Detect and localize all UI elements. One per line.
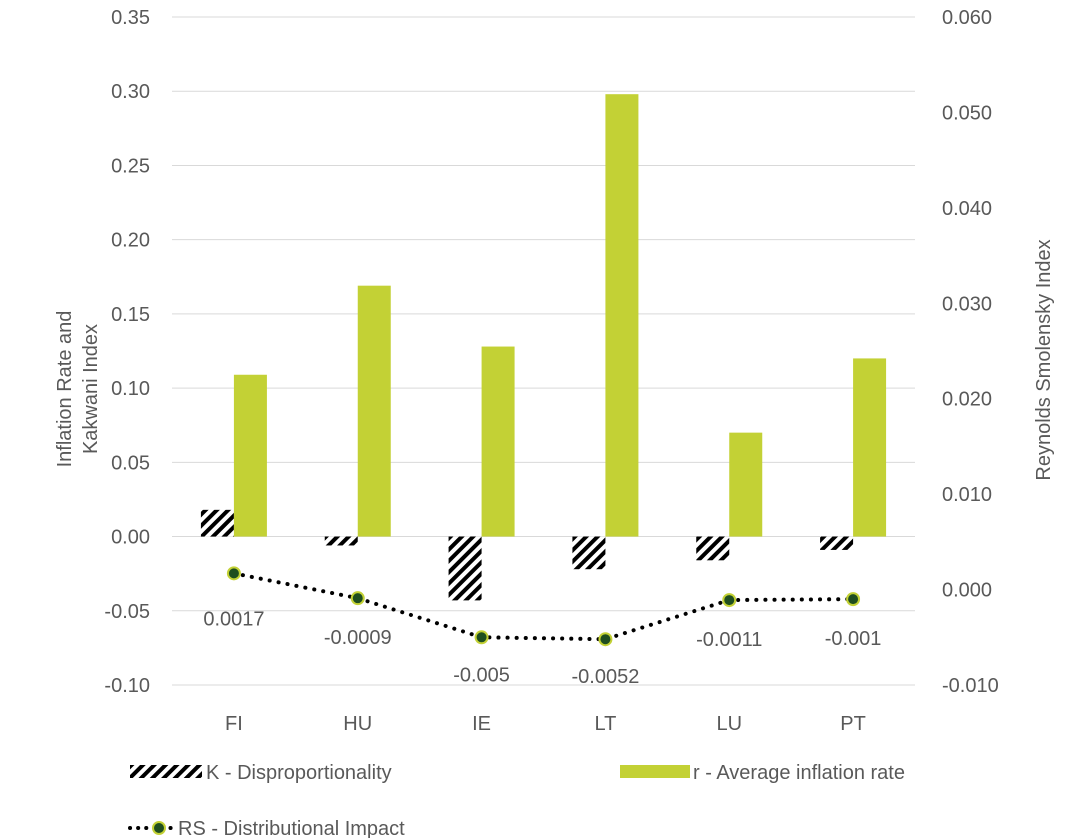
bar-r-lt bbox=[605, 94, 639, 537]
legend: K - Disproportionality r - Average infla… bbox=[128, 762, 905, 838]
legend-swatch-r bbox=[620, 765, 690, 778]
category-label-hu: HU bbox=[343, 713, 372, 735]
bar-k-lt bbox=[572, 536, 606, 570]
rs-point-fi bbox=[226, 566, 241, 581]
legend-item-rs[interactable]: RS - Distributional Impact bbox=[128, 818, 405, 838]
legend-label-rs: RS - Distributional Impact bbox=[178, 818, 405, 838]
category-labels: FI HU IE LT LU PT bbox=[225, 713, 866, 735]
bar-r-hu bbox=[357, 285, 391, 537]
left-tick-label: 0.00 bbox=[111, 527, 150, 549]
left-axis-title-line1: Inflation Rate and bbox=[54, 311, 76, 468]
bar-k-lu bbox=[696, 536, 730, 561]
legend-swatch-k bbox=[130, 765, 202, 778]
bar-r-ie bbox=[481, 346, 515, 537]
bar-r-lu bbox=[729, 432, 763, 537]
rs-data-label-lt: -0.0052 bbox=[571, 666, 639, 688]
left-tick-label: 0.15 bbox=[111, 304, 150, 326]
right-tick-label: 0.040 bbox=[942, 198, 992, 220]
left-tick-label: 0.10 bbox=[111, 378, 150, 400]
category-label-ie: IE bbox=[472, 713, 491, 735]
gridlines bbox=[172, 16, 915, 686]
left-axis-ticks: -0.10 -0.05 0.00 0.05 0.10 0.15 0.20 0.25 0.30 0.… bbox=[104, 7, 150, 697]
legend-item-k[interactable]: K - Disproportionality bbox=[130, 762, 392, 784]
right-tick-label: 0.050 bbox=[942, 102, 992, 124]
right-axis-ticks: -0.010 0.000 0.010 0.020 0.030 0.040 0.050 0.06… bbox=[942, 7, 999, 697]
rs-data-label-lu: -0.0011 bbox=[696, 629, 762, 651]
bar-k-hu bbox=[324, 536, 358, 546]
right-tick-label: 0.030 bbox=[942, 293, 992, 315]
rs-point-hu bbox=[350, 591, 365, 606]
rs-point-lt bbox=[598, 632, 613, 647]
category-label-lt: LT bbox=[594, 713, 616, 735]
rs-data-label-pt: -0.001 bbox=[825, 628, 882, 650]
left-tick-label: 0.05 bbox=[111, 452, 150, 474]
rs-data-label-hu: -0.0009 bbox=[324, 627, 392, 649]
right-tick-label: -0.010 bbox=[942, 675, 999, 697]
left-axis-title: Inflation Rate and Kakwani Index bbox=[54, 311, 102, 468]
right-axis-title-text: Reynolds Smolensky Index bbox=[1033, 239, 1055, 480]
category-label-lu: LU bbox=[716, 713, 742, 735]
bar-r-fi bbox=[233, 374, 267, 537]
right-axis-title: Reynolds Smolensky Index bbox=[1033, 239, 1055, 480]
left-tick-label: 0.30 bbox=[111, 81, 150, 103]
right-tick-label: 0.000 bbox=[942, 580, 992, 602]
bar-r-pt bbox=[853, 358, 887, 537]
left-axis-title-line2: Kakwani Index bbox=[80, 324, 102, 454]
bar-k-fi bbox=[200, 509, 234, 537]
rs-point-lu bbox=[722, 593, 737, 608]
rs-data-labels: 0.0017 -0.0009 -0.005 -0.0052 -0.0011 -0.001 bbox=[203, 608, 881, 688]
category-label-pt: PT bbox=[840, 713, 866, 735]
rs-point-ie bbox=[474, 630, 489, 645]
bar-k-pt bbox=[820, 536, 854, 550]
rs-line bbox=[226, 566, 861, 647]
right-tick-label: 0.060 bbox=[942, 7, 992, 29]
left-tick-label: 0.35 bbox=[111, 7, 150, 29]
left-tick-label: 0.20 bbox=[111, 230, 150, 252]
left-tick-label: -0.05 bbox=[104, 601, 150, 623]
rs-point-pt bbox=[846, 592, 861, 607]
bars bbox=[200, 94, 887, 601]
legend-label-k: K - Disproportionality bbox=[206, 762, 392, 784]
legend-marker-rs bbox=[152, 821, 166, 835]
legend-item-r[interactable]: r - Average inflation rate bbox=[620, 762, 905, 784]
legend-label-r: r - Average inflation rate bbox=[693, 762, 905, 784]
left-tick-label: 0.25 bbox=[111, 155, 150, 177]
right-tick-label: 0.020 bbox=[942, 389, 992, 411]
category-label-fi: FI bbox=[225, 713, 243, 735]
rs-data-label-fi: 0.0017 bbox=[203, 608, 264, 630]
rs-data-label-ie: -0.005 bbox=[453, 664, 510, 686]
rs-line-path bbox=[231, 571, 856, 642]
bar-k-ie bbox=[448, 536, 482, 601]
left-tick-label: -0.10 bbox=[104, 675, 150, 697]
right-tick-label: 0.010 bbox=[942, 484, 992, 506]
